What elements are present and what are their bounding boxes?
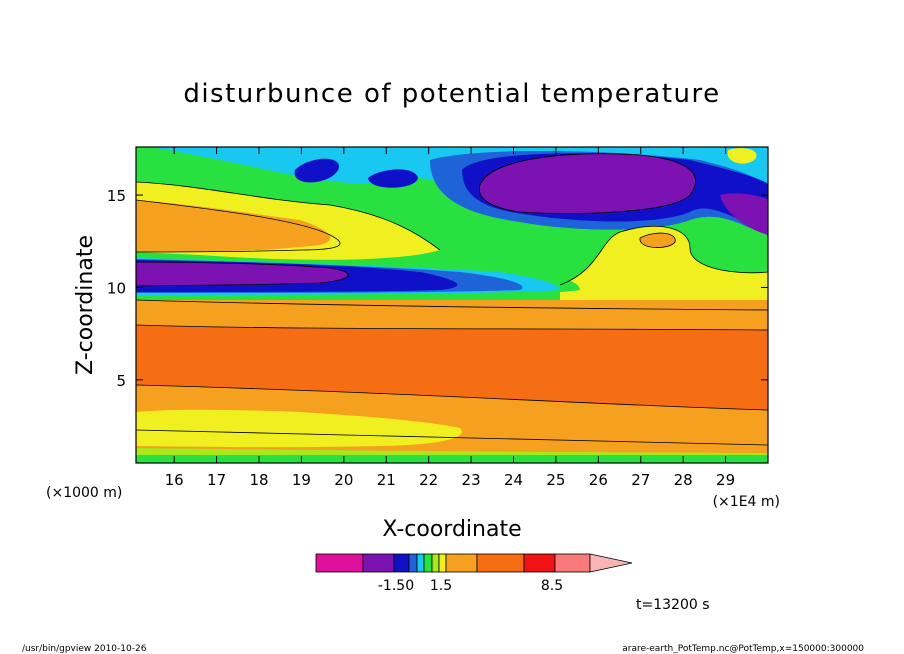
plot-area	[136, 147, 768, 463]
region-yellow-topright	[727, 148, 757, 164]
contour-line-1	[136, 199, 341, 253]
x-tick-label: 29	[716, 471, 735, 489]
x-tick-label: 25	[546, 471, 565, 489]
region-orange-upperlow	[136, 300, 768, 325]
contour-line-6	[639, 232, 676, 248]
region-yellow-bottom	[136, 409, 462, 448]
region-yellow-mid	[560, 226, 768, 300]
region-purple-right	[720, 193, 768, 235]
x-tick-label: 21	[377, 471, 396, 489]
colorbar-segment	[393, 553, 410, 573]
colorbar-segment	[445, 553, 478, 573]
x-axis-ticks: 16 17 18 19 20 21 22 23 24 25 26 27 28 29	[165, 147, 735, 489]
colorbar-segment	[523, 553, 556, 573]
x-tick-label: 19	[292, 471, 311, 489]
colorbar-segment	[431, 553, 440, 573]
contour-line-8	[136, 261, 349, 287]
x-tick-label: 23	[462, 471, 481, 489]
region-blue-small2	[368, 169, 418, 188]
colorbar-segment	[408, 553, 418, 573]
colorbar-label-2: 1.5	[430, 578, 452, 594]
colorbar-segment	[554, 553, 591, 573]
region-orange-left	[136, 200, 331, 252]
contour-line-2	[136, 299, 768, 311]
y-axis-ticks: 5 10 15	[107, 187, 768, 390]
x-tick-label: 26	[589, 471, 608, 489]
x-tick-label: 24	[504, 471, 523, 489]
region-orange-blob	[639, 233, 676, 248]
x-tick-label: 22	[419, 471, 438, 489]
region-purple-mid	[136, 262, 349, 286]
x-tick-label: 20	[334, 471, 353, 489]
y-axis-label: Z-coordinate	[73, 235, 98, 375]
x-tick-label: 28	[674, 471, 693, 489]
contour-line-4	[136, 384, 768, 411]
colorbar-arrow	[589, 553, 633, 573]
x-tick-label: 16	[165, 471, 184, 489]
footer-right: arare-earth_PotTemp.nc@PotTemp,x=150000:…	[622, 644, 864, 654]
x-tick-label: 17	[207, 471, 226, 489]
colorbar-label-3: 8.5	[541, 578, 563, 594]
x-unit-left: (×1000 m)	[46, 485, 122, 501]
colorbar-segment	[476, 553, 525, 573]
contour-line-10	[559, 225, 768, 286]
colorbar	[315, 553, 633, 573]
x-tick-label: 27	[631, 471, 650, 489]
colorbar-label-1: -1.50	[378, 578, 414, 594]
chart-title: disturbunce of potential temperature	[183, 79, 720, 109]
y-tick-label: 15	[107, 187, 126, 205]
contour-line-9	[136, 181, 441, 251]
footer-left: /usr/bin/gpview 2010-10-26	[22, 644, 147, 654]
colorbar-segment	[362, 553, 395, 573]
contour-line-7	[478, 153, 696, 214]
region-green-bottom	[136, 455, 768, 463]
region-blue-small	[294, 158, 339, 183]
x-tick-label: 18	[249, 471, 268, 489]
contour-line-3	[136, 324, 768, 331]
colorbar-segment	[315, 553, 364, 573]
x-unit-right: (×1E4 m)	[713, 494, 780, 510]
y-tick-label: 10	[107, 279, 126, 297]
time-label: t=13200 s	[636, 597, 710, 613]
y-tick-label: 5	[116, 372, 126, 390]
region-darkorange-core	[136, 325, 768, 410]
colorbar-segment	[416, 553, 425, 573]
x-axis-label: X-coordinate	[382, 517, 521, 542]
colorbar-segment	[438, 553, 447, 573]
colorbar-segment	[423, 553, 433, 573]
region-purple-upper	[479, 153, 696, 214]
plot-frame	[135, 146, 769, 464]
